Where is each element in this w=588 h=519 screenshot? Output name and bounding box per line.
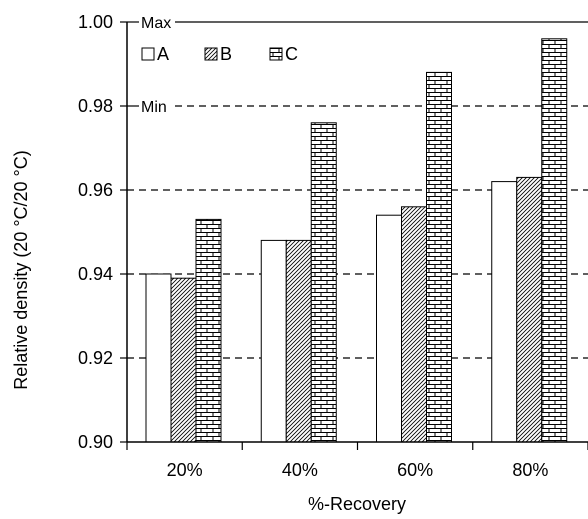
x-tick-label: 80% (512, 460, 548, 480)
bar-a-40pct (260, 239, 287, 443)
bar-c-60pct (426, 71, 452, 443)
y-tick-label: 0.98 (78, 96, 113, 116)
x-tick-label: 20% (167, 460, 203, 480)
y-axis-label: Relative density (20 °C/20 °C) (11, 150, 31, 390)
x-axis-label: %-Recovery (308, 494, 406, 514)
y-tick-label: 0.96 (78, 180, 113, 200)
bar-a-80pct (491, 181, 518, 443)
bar-b-80pct (516, 176, 543, 443)
reference-line-label-max: Max (141, 15, 171, 32)
y-tick-label: 0.94 (78, 264, 113, 284)
y-tick-label: 0.92 (78, 348, 113, 368)
bar-c-80pct (541, 38, 568, 443)
legend-label-a: A (157, 44, 169, 64)
reference-line-label-min: Min (141, 99, 167, 116)
bar-a-60pct (376, 214, 402, 443)
legend-swatch-b (204, 47, 218, 61)
bar-b-20pct (170, 277, 197, 443)
bar-a-20pct (145, 273, 172, 443)
y-tick-label: 0.90 (78, 432, 113, 452)
legend-label-b: B (220, 44, 232, 64)
bar-b-40pct (285, 239, 312, 443)
bar-b-60pct (401, 206, 427, 443)
x-tick-label: 60% (397, 460, 433, 480)
legend-label-c: C (285, 44, 298, 64)
x-tick-label: 40% (282, 460, 318, 480)
legend-swatch-a (141, 47, 155, 61)
y-tick-label: 1.00 (78, 12, 113, 32)
bar-c-20pct (195, 218, 222, 443)
bar-c-40pct (310, 122, 337, 443)
legend-swatch-c (269, 47, 283, 61)
